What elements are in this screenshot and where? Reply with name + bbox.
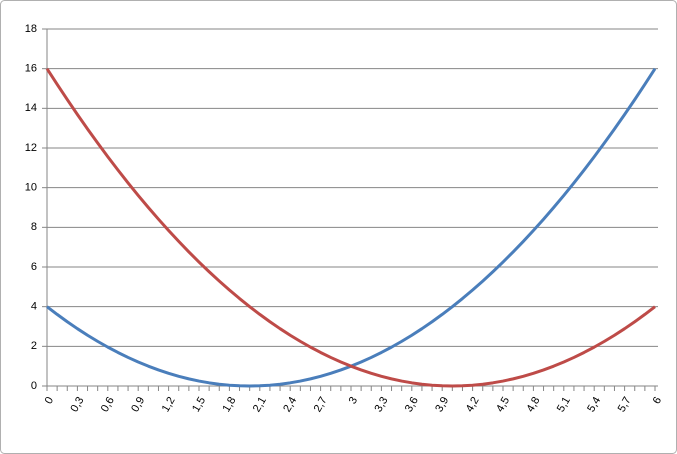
y-tick-label: 14 bbox=[25, 102, 37, 114]
y-tick-label: 0 bbox=[31, 380, 37, 392]
y-tick-label: 10 bbox=[25, 182, 37, 194]
y-tick-label: 2 bbox=[31, 340, 37, 352]
y-tick-label: 4 bbox=[31, 301, 37, 313]
line-series bbox=[45, 67, 656, 388]
x-tick-label: 0 bbox=[43, 395, 56, 406]
y-tick-label: 16 bbox=[25, 63, 37, 75]
y-tick-label: 6 bbox=[31, 261, 37, 273]
y-tick-label: 8 bbox=[31, 221, 37, 233]
x-tick-label: 3 bbox=[347, 395, 360, 406]
y-tick-label: 12 bbox=[25, 142, 37, 154]
y-tick-label: 18 bbox=[25, 23, 37, 35]
x-tick-label: 6 bbox=[651, 395, 664, 406]
